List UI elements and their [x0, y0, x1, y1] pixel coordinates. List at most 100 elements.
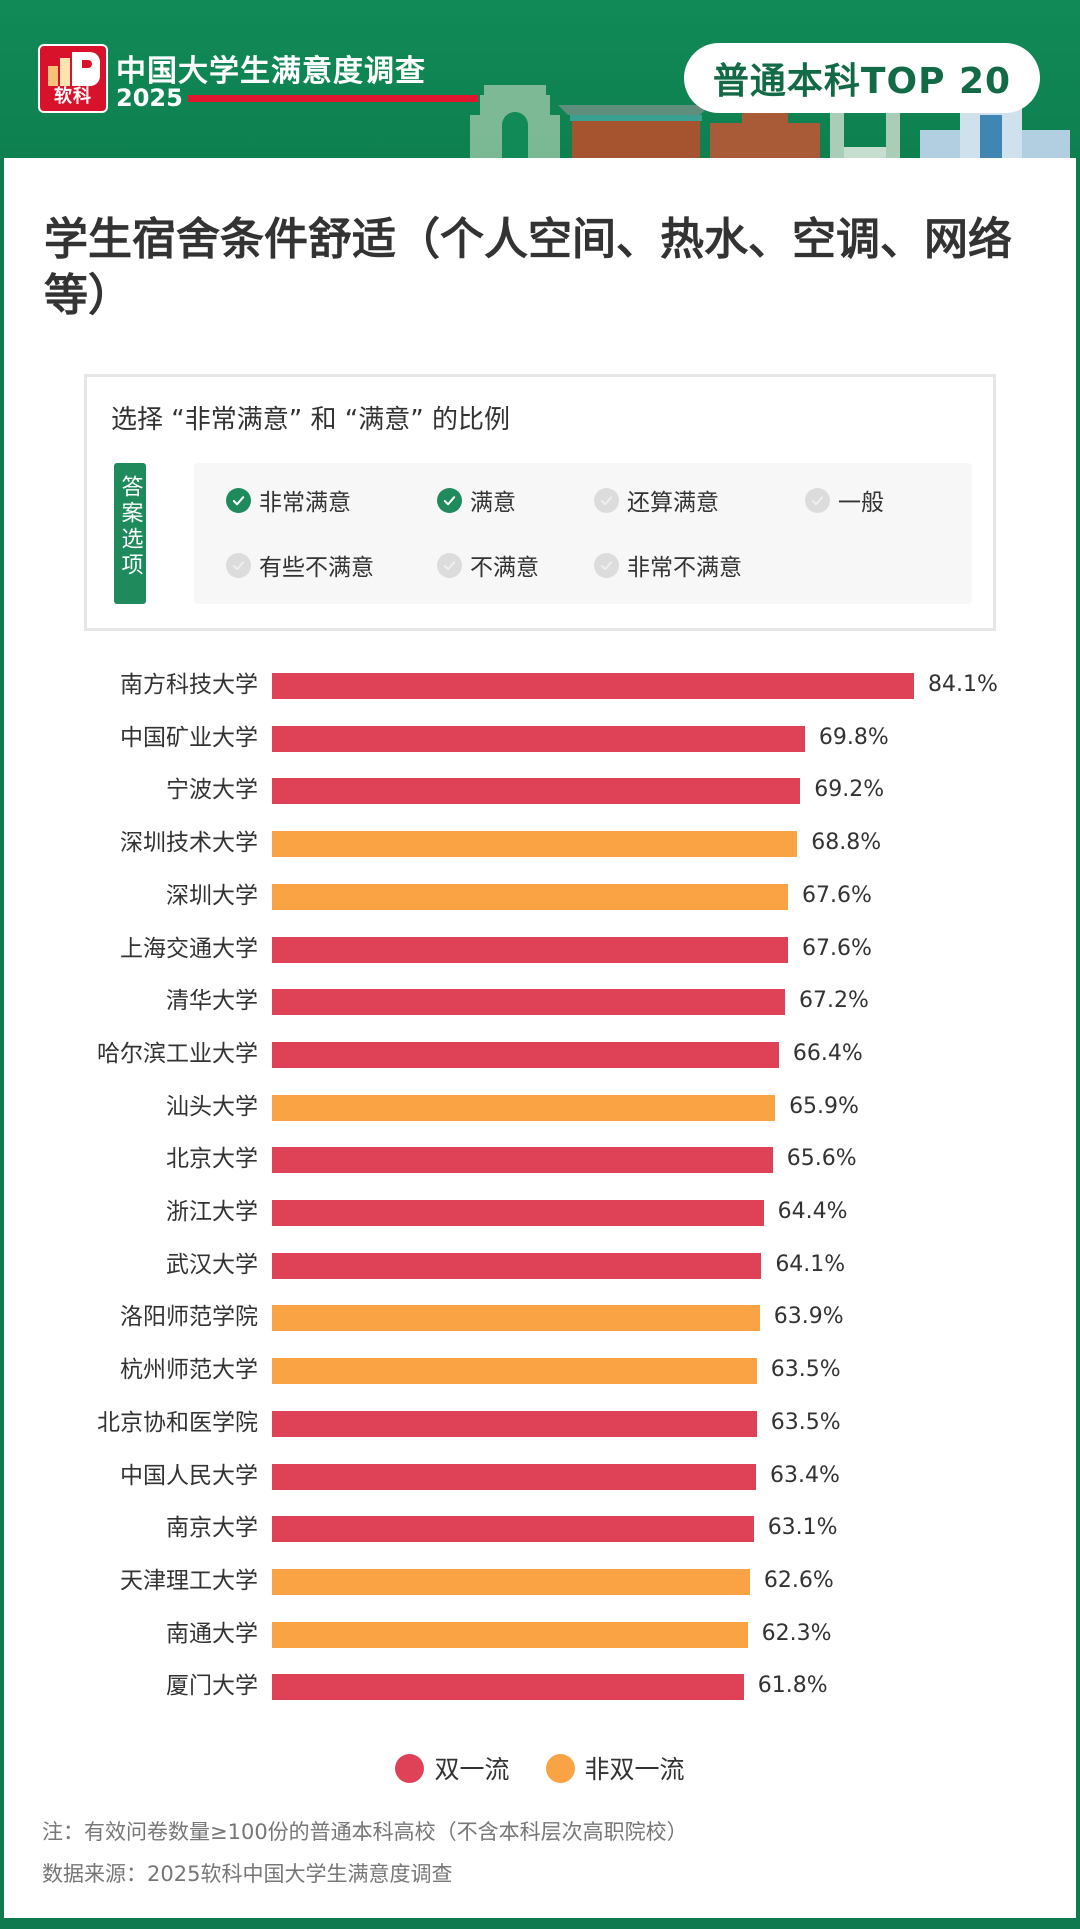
chart-row: 深圳技术大学 68.8%	[0, 828, 1080, 858]
legend-item-double-first-class: 双一流	[395, 1750, 510, 1786]
chart-row: 天津理工大学 62.6%	[0, 1566, 1080, 1596]
value-label: 65.6%	[786, 1146, 857, 1172]
ruanke-logo: 软科	[38, 44, 108, 113]
university-label: 北京协和医学院	[97, 1409, 258, 1436]
chart-row: 中国矿业大学 69.8%	[0, 723, 1080, 753]
check-icon-selected	[226, 487, 251, 513]
option-satisfied: 满意	[437, 483, 516, 517]
bar	[272, 1147, 773, 1174]
university-label: 武汉大学	[166, 1251, 258, 1278]
university-label: 杭州师范大学	[120, 1357, 258, 1384]
bar	[272, 725, 805, 752]
value-label: 63.1%	[767, 1515, 838, 1541]
chart-row: 南通大学 62.3%	[0, 1619, 1080, 1649]
chart-row: 南方科技大学 84.1%	[0, 670, 1080, 700]
legend-label: 双一流	[434, 1755, 510, 1784]
university-label: 深圳大学	[166, 882, 258, 909]
legend-item-non-double-first-class: 非双一流	[545, 1750, 685, 1786]
option-label: 非常不满意	[627, 555, 742, 581]
bar	[272, 1041, 779, 1068]
option-label: 不满意	[470, 555, 539, 581]
value-label: 62.3%	[761, 1620, 832, 1646]
option-very-dissatisfied: 非常不满意	[594, 548, 742, 582]
options-panel: 非常满意 满意 还算满意 一般 有些不满意 不满意 非常不满意	[194, 463, 972, 604]
university-label: 厦门大学	[166, 1673, 258, 1700]
bar	[272, 1094, 776, 1121]
value-label: 63.9%	[773, 1304, 844, 1330]
option-very-satisfied: 非常满意	[226, 483, 351, 517]
header-banner: 软科 中国大学生满意度调查 2025 普通本科TOP 20	[0, 0, 1080, 158]
chart-row: 深圳大学 67.6%	[0, 881, 1080, 911]
bar	[272, 778, 801, 805]
option-label: 满意	[470, 490, 516, 516]
check-icon-unselected	[594, 552, 619, 578]
answer-options-tag: 答案选项	[114, 463, 146, 604]
university-label: 汕头大学	[166, 1093, 258, 1120]
option-fairly-satisfied: 还算满意	[594, 483, 719, 517]
value-label: 65.9%	[789, 1093, 859, 1119]
bar	[272, 673, 914, 699]
option-label: 有些不满意	[259, 555, 374, 581]
chart-row: 武汉大学 64.1%	[0, 1250, 1080, 1280]
option-label: 非常满意	[259, 490, 351, 516]
answer-options-tag-text: 答案选项	[117, 475, 143, 579]
bar	[272, 1305, 760, 1332]
option-label: 还算满意	[627, 490, 719, 516]
university-label: 南通大学	[166, 1620, 258, 1647]
bar	[272, 1358, 757, 1385]
option-neutral: 一般	[805, 483, 884, 517]
top20-badge: 普通本科TOP 20	[684, 43, 1040, 113]
university-label: 南方科技大学	[120, 672, 258, 698]
value-label: 68.8%	[811, 830, 882, 856]
university-label: 宁波大学	[166, 777, 258, 804]
university-label: 浙江大学	[166, 1199, 258, 1225]
university-label: 洛阳师范学院	[120, 1304, 258, 1331]
chart-row: 杭州师范大学 63.5%	[0, 1355, 1080, 1385]
value-label: 61.8%	[757, 1673, 828, 1699]
chart-row: 上海交通大学 67.6%	[0, 934, 1080, 964]
value-label: 63.5%	[770, 1357, 841, 1383]
page-title: 学生宿舍条件舒适（个人空间、热水、空调、网络等）	[44, 214, 1012, 321]
university-label: 清华大学	[166, 988, 258, 1015]
check-icon-unselected	[805, 487, 830, 513]
university-label: 哈尔滨工业大学	[97, 1040, 258, 1067]
chart-row: 汕头大学 65.9%	[0, 1092, 1080, 1122]
legend-dot-red-icon	[395, 1753, 425, 1783]
chart-legend: 双一流 非双一流	[0, 1750, 1080, 1786]
value-label: 69.2%	[814, 777, 885, 803]
bar	[272, 831, 798, 858]
chart-row: 哈尔滨工业大学 66.4%	[0, 1039, 1080, 1069]
value-label: 63.5%	[770, 1409, 841, 1435]
university-label: 中国矿业大学	[120, 724, 258, 751]
bar	[272, 1410, 757, 1437]
chart-row: 北京协和医学院 63.5%	[0, 1408, 1080, 1438]
chart-row: 宁波大学 69.2%	[0, 775, 1080, 805]
bar	[272, 883, 789, 910]
bar	[272, 1568, 750, 1595]
university-label: 南京大学	[166, 1515, 258, 1542]
chart-row: 北京大学 65.6%	[0, 1144, 1080, 1174]
bar	[272, 1252, 762, 1279]
university-label: 天津理工大学	[120, 1567, 258, 1594]
chart-row: 洛阳师范学院 63.9%	[0, 1302, 1080, 1332]
check-icon-unselected	[226, 552, 251, 578]
university-label: 深圳技术大学	[120, 830, 258, 857]
option-label: 一般	[838, 490, 884, 516]
chart-row: 浙江大学 64.4%	[0, 1197, 1080, 1227]
legend-dot-orange-icon	[545, 1753, 575, 1783]
option-dissatisfied: 不满意	[437, 548, 539, 582]
university-label: 上海交通大学	[120, 935, 258, 962]
logo-text: 软科	[54, 86, 92, 107]
survey-title: 中国大学生满意度调查	[116, 54, 426, 89]
check-icon-unselected	[437, 552, 462, 578]
chart-row: 厦门大学 61.8%	[0, 1671, 1080, 1701]
value-label: 62.6%	[763, 1567, 834, 1593]
bar	[272, 936, 789, 963]
check-icon-selected	[437, 487, 462, 513]
option-somewhat-dissatisfied: 有些不满意	[226, 548, 374, 582]
answer-options-box: 选择 “非常满意” 和 “满意” 的比例 答案选项 非常满意 满意 还算满意 一…	[84, 374, 996, 631]
value-label: 67.2%	[798, 988, 869, 1014]
bar	[272, 1463, 756, 1490]
value-label: 64.4%	[777, 1199, 848, 1224]
bar	[272, 989, 785, 1016]
